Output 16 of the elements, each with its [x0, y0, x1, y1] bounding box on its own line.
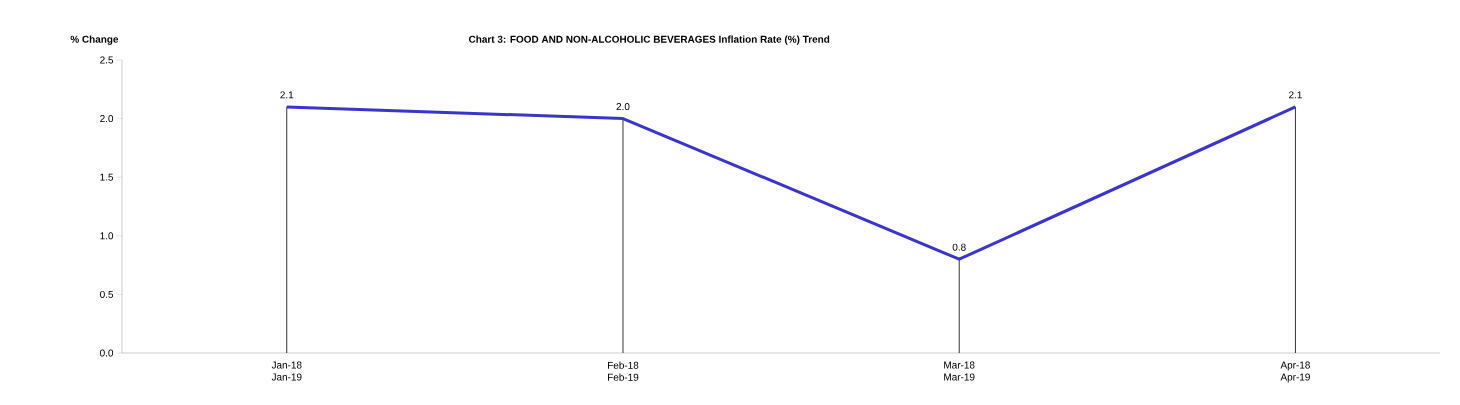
y-tick-label: 2.5: [100, 56, 114, 64]
y-tick-label: 2.0: [100, 115, 114, 123]
y-tick-label: 0.0: [100, 349, 114, 357]
x-tick-label: Apr-18 Apr-19: [1280, 361, 1310, 383]
data-label: 2.1: [280, 91, 294, 99]
y-tick-label: 1.0: [100, 232, 114, 240]
y-tick-label: 0.5: [100, 290, 114, 298]
y-tick-label: 1.5: [100, 173, 114, 181]
data-label: 2.1: [1289, 91, 1302, 99]
data-label: 2.0: [616, 103, 630, 111]
chart-title: Chart 3: FOOD AND NON-ALCOHOLIC BEVERAGES Inflation Rate (%) Trend: [468, 35, 830, 45]
y-axis-title: % Change: [70, 35, 119, 45]
data-label: 0.8: [952, 243, 966, 251]
x-tick-label: Feb-18 Feb-19: [608, 361, 639, 381]
x-tick-label: Jan-18 Jan-19: [271, 361, 302, 381]
x-tick-label: Mar-18 Mar-19: [944, 361, 975, 381]
